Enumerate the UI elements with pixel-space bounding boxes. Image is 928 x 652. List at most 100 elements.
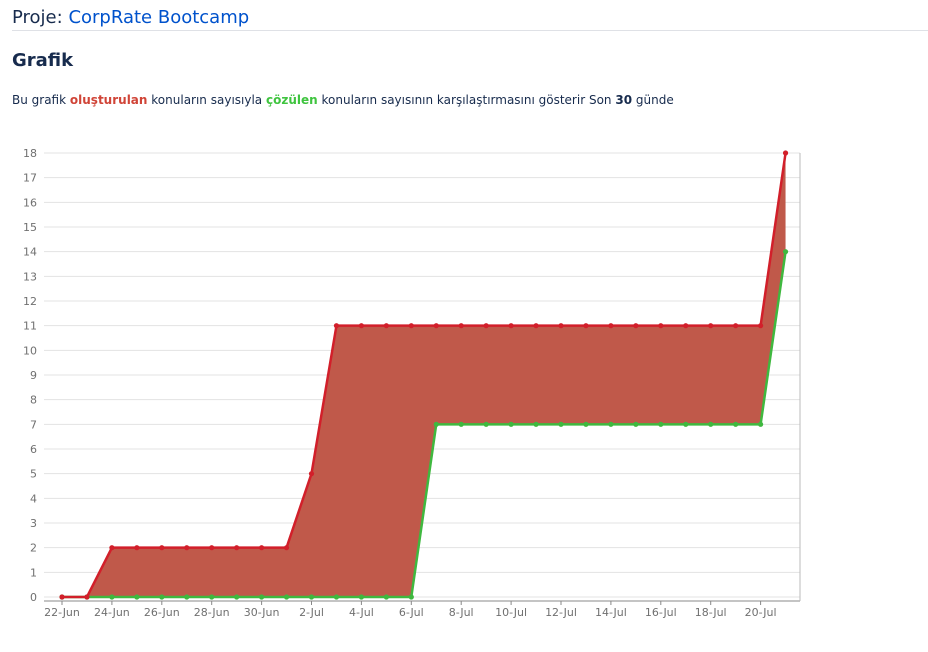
y-tick-label: 6: [30, 443, 37, 456]
resolved-point: [658, 421, 664, 427]
section-title: Grafik: [12, 50, 74, 71]
resolved-point: [433, 421, 439, 427]
created-point: [184, 545, 190, 551]
y-tick-label: 2: [30, 542, 37, 555]
x-tick-label: 12-Jul: [545, 606, 577, 619]
y-tick-label: 3: [30, 517, 37, 530]
x-tick-label: 14-Jul: [595, 606, 627, 619]
resolved-point: [259, 594, 265, 600]
description-text-2: konuların sayısıyla: [151, 93, 263, 107]
y-tick-label: 1: [30, 566, 37, 579]
created-point: [782, 150, 789, 156]
created-label: oluşturulan: [69, 93, 148, 107]
created-point: [583, 323, 589, 329]
resolved-point: [782, 249, 789, 255]
created-point: [234, 545, 240, 551]
resolved-point: [483, 421, 489, 427]
resolved-point: [333, 594, 340, 600]
y-tick-label: 14: [23, 246, 37, 259]
resolved-point: [234, 594, 240, 600]
project-name-link[interactable]: CorpRate Bootcamp: [68, 7, 250, 28]
created-point: [758, 323, 764, 329]
y-tick-label: 16: [23, 196, 37, 209]
created-point: [109, 545, 115, 551]
resolved-point: [209, 594, 215, 600]
description-text-4: günde: [635, 93, 674, 107]
y-tick-label: 11: [23, 320, 37, 333]
y-tick-label: 18: [23, 147, 37, 160]
x-tick-label: 30-Jun: [244, 606, 280, 619]
created-point: [408, 323, 414, 329]
x-tick-label: 4-Jul: [349, 606, 374, 619]
project-label: Proje:: [12, 7, 63, 28]
y-tick-label: 10: [23, 344, 37, 357]
x-tick-label: 28-Jun: [194, 606, 230, 619]
resolved-series-line: [62, 251, 787, 599]
chart-description: Bu grafik oluşturulan konuların sayısıyl…: [12, 93, 674, 107]
x-tick-label: 22-Jun: [44, 606, 80, 619]
x-tick-label: 8-Jul: [449, 606, 474, 619]
resolved-point: [358, 594, 364, 600]
days-count: 30: [615, 93, 633, 107]
created-point: [633, 323, 639, 329]
y-tick-label: 8: [30, 394, 37, 407]
x-tick-label: 10-Jul: [495, 606, 527, 619]
resolved-point: [758, 421, 764, 427]
x-tick-label: 26-Jun: [144, 606, 180, 619]
created-point: [84, 594, 90, 600]
resolved-point: [683, 421, 689, 427]
resolved-point: [708, 421, 714, 427]
resolved-point: [558, 421, 564, 427]
project-header: Proje: CorpRate Bootcamp: [12, 6, 928, 31]
resolved-point: [733, 421, 739, 427]
y-tick-label: 5: [30, 468, 37, 481]
resolved-point: [159, 594, 165, 600]
created-point: [308, 471, 315, 477]
gap-area: [62, 153, 786, 597]
created-point: [59, 594, 65, 600]
created-point: [508, 323, 514, 329]
created-point: [483, 323, 489, 329]
y-tick-label: 13: [23, 270, 37, 283]
y-tick-label: 15: [23, 221, 37, 234]
resolved-point: [608, 421, 614, 427]
resolved-point: [458, 421, 464, 427]
x-tick-label: 18-Jul: [695, 606, 727, 619]
x-tick-label: 24-Jun: [94, 606, 130, 619]
resolved-point: [109, 594, 115, 600]
resolved-point: [508, 421, 514, 427]
created-point: [683, 323, 689, 329]
created-point: [608, 323, 614, 329]
resolved-point: [283, 594, 290, 600]
y-tick-label: 0: [30, 591, 37, 604]
resolved-label: çözülen: [265, 93, 318, 107]
description-text-1: Bu grafik: [12, 93, 67, 107]
created-point: [533, 323, 539, 329]
y-tick-label: 12: [23, 295, 37, 308]
resolved-point: [184, 594, 190, 600]
resolved-point: [408, 594, 414, 600]
created-point: [733, 323, 739, 329]
x-tick-label: 20-Jul: [745, 606, 777, 619]
created-point: [333, 323, 340, 329]
resolved-point: [308, 594, 315, 600]
created-point: [283, 545, 290, 551]
resolved-point: [383, 594, 389, 600]
created-point: [358, 323, 364, 329]
resolved-point: [533, 421, 539, 427]
created-point: [658, 323, 664, 329]
resolved-point: [633, 421, 639, 427]
created-point: [383, 323, 389, 329]
y-tick-label: 7: [30, 418, 37, 431]
created-point: [159, 545, 165, 551]
created-point: [134, 545, 140, 551]
created-point: [558, 323, 564, 329]
created-point: [209, 545, 215, 551]
resolved-point: [583, 421, 589, 427]
created-series-line: [62, 152, 787, 599]
x-tick-label: 6-Jul: [399, 606, 424, 619]
resolved-point: [134, 594, 140, 600]
description-text-3: konuların sayısının karşılaştırmasını gö…: [321, 93, 612, 107]
created-point: [433, 323, 439, 329]
